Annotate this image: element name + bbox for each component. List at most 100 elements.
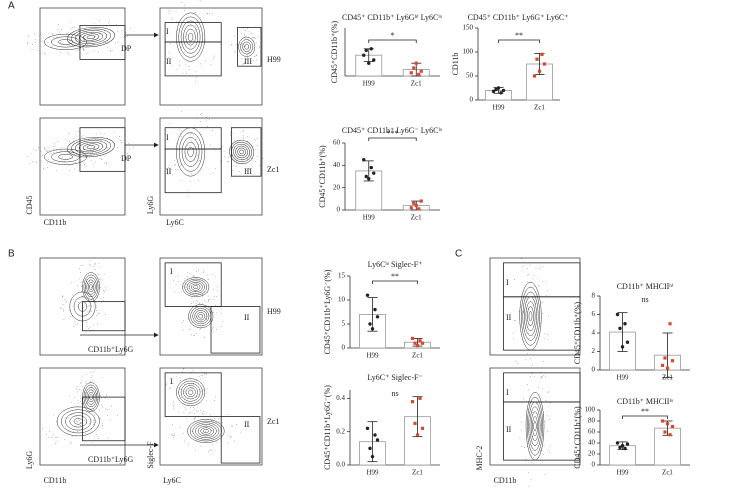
event-dot [82,265,84,266]
event-dot [101,397,102,399]
event-dot [547,392,549,394]
event-dot [528,273,530,275]
event-dot [204,299,205,301]
event-dot [205,119,207,121]
event-dot [215,304,216,306]
event-dot [78,30,80,31]
event-dot [82,48,84,50]
event-dot [44,52,45,54]
event-dot [540,302,542,304]
event-dot [198,270,200,271]
event-dot [255,161,257,162]
event-dot [212,172,214,174]
event-dot [178,291,180,293]
event-dot [105,314,106,315]
contour [192,308,210,325]
event-dot [117,415,118,416]
axis-label: CD45 [25,195,34,214]
event-dot [66,32,68,34]
event-dot [84,420,85,421]
event-dot [69,170,71,171]
event-dot [543,338,545,340]
data-point [368,446,372,451]
contour [244,44,249,50]
event-dot [252,146,254,147]
event-dot [190,140,192,142]
event-dot [94,50,95,52]
event-dot [204,280,205,282]
event-dot [35,39,37,41]
event-dot [73,431,74,433]
event-dot [91,160,92,162]
event-dot [33,148,34,150]
event-dot [72,294,74,296]
significance-label: * [391,31,395,40]
event-dot [65,417,67,419]
data-point [668,433,672,437]
significance-label: ** [391,272,399,281]
event-dot [205,301,207,303]
event-dot [77,430,78,432]
event-dot [199,302,201,304]
event-dot [78,418,80,420]
event-dot [93,424,95,425]
event-dot [545,295,547,296]
event-dot [95,35,96,37]
event-dot [252,33,253,35]
event-dot [196,396,198,398]
data-point [367,177,371,181]
event-dot [197,301,199,303]
gate-label: CD11b⁺Ly6G [88,345,133,354]
event-dot [535,267,537,269]
event-dot [84,146,86,148]
event-dot [96,305,97,307]
event-dot [195,11,196,13]
event-dot [84,287,86,289]
contour [85,277,97,298]
event-dot [180,380,181,381]
event-dot [74,154,75,155]
event-dot [70,282,72,284]
sample-label: Zc1 [267,165,279,174]
event-dot [56,440,58,442]
event-dot [183,368,184,370]
event-dot [78,278,80,280]
event-dot [527,307,529,309]
event-dot [545,376,546,378]
event-dot [85,380,87,382]
event-dot [47,147,49,148]
event-dot [539,267,541,269]
event-dot [181,2,183,3]
event-dot [187,144,189,146]
event-dot [213,289,214,290]
x-tick-label: Zc1 [662,374,673,382]
y-tick-label: 0 [470,96,474,104]
event-dot [542,302,543,303]
event-dot [52,45,53,47]
event-dot [537,285,539,287]
event-dot [120,140,122,142]
contour [185,387,196,398]
event-dot [45,54,47,56]
event-dot [196,118,198,119]
event-dot [70,27,72,29]
gate-label: III [244,167,252,176]
event-dot [89,265,91,266]
gate-label: I [506,388,509,397]
x-tick-label: H99 [616,469,629,477]
event-dot [89,326,91,328]
event-dot [167,174,169,176]
event-dot [173,437,174,439]
gate [503,296,581,351]
event-dot [212,327,214,329]
event-dot [259,46,260,48]
event-dot [193,334,195,336]
event-dot [241,131,243,132]
event-dot [95,302,97,303]
event-dot [86,52,88,54]
event-dot [248,167,250,169]
event-dot [94,292,96,293]
event-dot [108,437,110,439]
event-dot [525,458,527,460]
event-dot [80,401,82,403]
